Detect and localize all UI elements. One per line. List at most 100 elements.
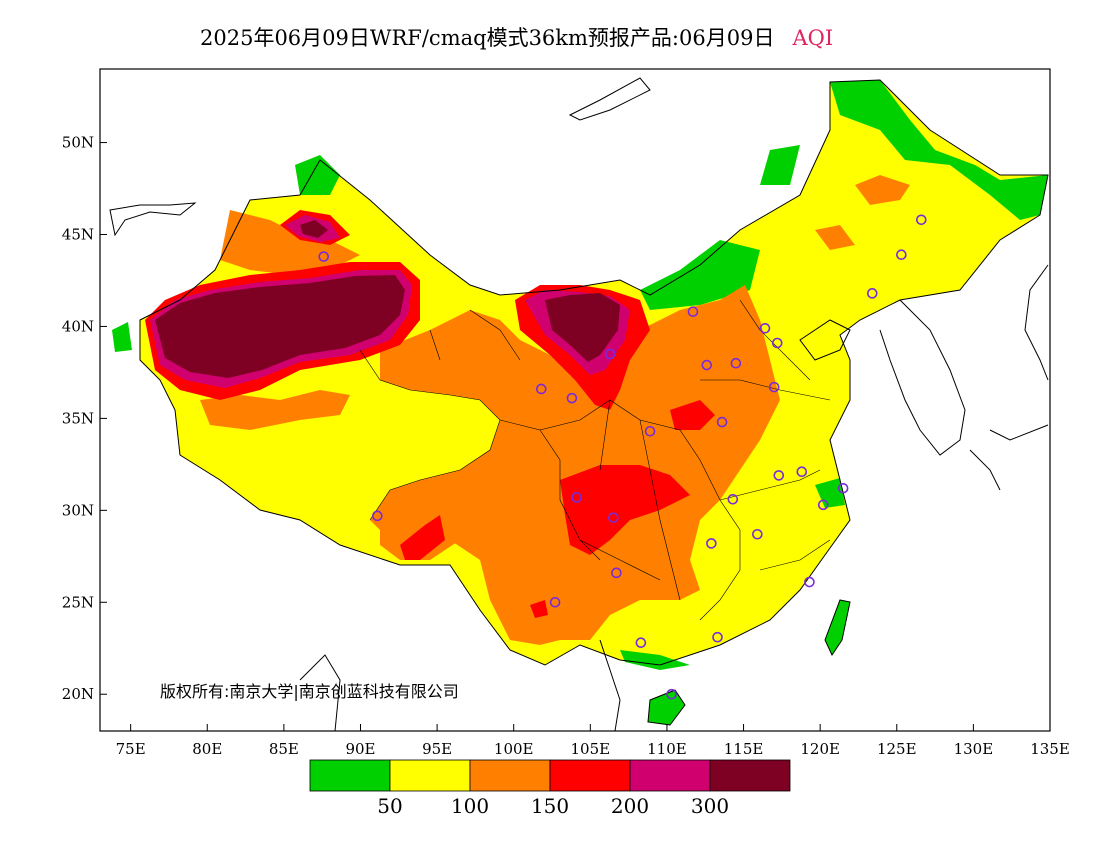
aqi-region-maroon-taklimakan xyxy=(155,275,405,378)
station-marker xyxy=(687,306,699,318)
lon-label: 95E xyxy=(422,740,452,758)
station-marker xyxy=(706,538,717,549)
station-marker xyxy=(759,322,771,334)
station-marker xyxy=(644,425,656,437)
lon-label: 135E xyxy=(1030,740,1070,758)
station-marker xyxy=(535,383,547,395)
station-marker xyxy=(635,637,647,649)
balkhash-coast xyxy=(109,202,197,237)
station-marker xyxy=(730,357,742,369)
longitude-axis: 75E 80E 85E 90E 95E 100E 105E 110E 115E 120E 125E 1… xyxy=(116,724,1070,758)
legend-threshold-label: 50 xyxy=(377,794,402,818)
lat-label: 40N xyxy=(62,317,94,335)
hainan-coast xyxy=(647,689,686,726)
map-title: 2025年06月09日WRF/cmaq模式36km预报产品:06月09日 AQI xyxy=(200,22,833,52)
lat-label: 45N xyxy=(62,226,94,244)
aqi-region-green-inner-mongolia xyxy=(640,240,760,310)
aqi-region-orange-central xyxy=(370,285,780,645)
aqi-region-green-ne2 xyxy=(760,145,800,185)
aqi-region-green-taiwan xyxy=(825,600,850,655)
aqi-region-red-yunnan xyxy=(530,600,548,618)
province-lines xyxy=(359,299,831,621)
legend-swatch xyxy=(549,759,631,792)
station-marker xyxy=(666,688,677,700)
station-marker xyxy=(611,567,622,579)
station-marker xyxy=(796,466,808,478)
latitude-axis: 50N 45N 40N 35N 30N 25N 20N xyxy=(62,134,107,703)
lon-label: 120E xyxy=(800,740,840,758)
vietnam-coast xyxy=(599,639,621,731)
lon-label: 75E xyxy=(116,740,146,758)
lon-label: 110E xyxy=(647,740,687,758)
station-marker xyxy=(817,499,829,511)
legend-swatch xyxy=(469,759,551,792)
station-marker xyxy=(866,288,878,299)
station-marker xyxy=(771,337,783,349)
station-marker xyxy=(604,348,616,360)
lat-label: 25N xyxy=(62,593,94,611)
aqi-region-red-huabei xyxy=(670,400,715,430)
legend-threshold-label: 100 xyxy=(451,794,489,818)
lon-label: 130E xyxy=(954,740,994,758)
station-marker xyxy=(716,416,728,428)
station-markers xyxy=(318,214,927,700)
station-marker xyxy=(727,493,739,505)
lon-label: 90E xyxy=(345,740,375,758)
lon-label: 125E xyxy=(877,740,917,758)
aqi-region-maroon-dzungaria xyxy=(300,220,328,238)
legend-swatch xyxy=(309,759,391,792)
korea-coast xyxy=(879,299,966,456)
station-marker xyxy=(608,512,619,523)
aqi-region-maroon-ordos xyxy=(545,293,620,362)
lat-label: 35N xyxy=(62,409,94,427)
legend-swatch xyxy=(389,759,471,792)
aqi-region-green-south xyxy=(620,650,690,670)
station-marker xyxy=(712,631,723,643)
title-variable: AQI xyxy=(792,26,834,50)
lat-label: 50N xyxy=(62,134,94,152)
lat-label: 30N xyxy=(62,501,94,519)
india-border xyxy=(299,654,341,731)
lon-label: 100E xyxy=(494,740,534,758)
japan-coast xyxy=(969,264,1049,491)
station-marker xyxy=(318,251,330,262)
lon-label: 80E xyxy=(192,740,222,758)
coastlines xyxy=(109,77,1049,731)
aqi-region-orange-ne1 xyxy=(855,175,910,205)
copyright-text: 版权所有:南京大学|南京创蓝科技有限公司 xyxy=(160,682,459,701)
station-marker xyxy=(566,392,578,404)
map-frame xyxy=(99,68,1051,732)
title-main: 2025年06月09日WRF/cmaq模式36km预报产品:06月09日 xyxy=(200,26,775,50)
aqi-legend: 50 100 150 200 300 xyxy=(309,759,791,818)
bohai-coast xyxy=(799,319,851,361)
aqi-region-orange-ne2 xyxy=(815,225,855,250)
aqi-region-orange-west xyxy=(200,390,350,430)
lon-label: 105E xyxy=(571,740,611,758)
taiwan-coast xyxy=(824,599,851,657)
station-marker xyxy=(549,596,561,608)
station-marker xyxy=(768,381,780,393)
station-marker xyxy=(915,214,927,226)
aqi-region-green-west xyxy=(112,322,132,352)
station-marker xyxy=(701,359,713,371)
legend-threshold-label: 300 xyxy=(691,794,729,818)
aqi-region-orange-nw xyxy=(220,210,360,275)
lake-baikal xyxy=(568,77,651,121)
aqi-region-red-sichuan xyxy=(560,465,690,555)
lat-label: 20N xyxy=(62,685,94,703)
legend-threshold-label: 200 xyxy=(611,794,649,818)
aqi-region-green-hainan xyxy=(648,690,685,725)
station-marker xyxy=(837,482,849,494)
aqi-field xyxy=(112,80,1048,725)
station-marker xyxy=(773,470,785,481)
lon-label: 115E xyxy=(724,740,764,758)
aqi-region-green-ne xyxy=(830,80,1048,220)
station-marker xyxy=(372,510,383,522)
legend-swatch xyxy=(709,759,791,792)
legend-threshold-label: 150 xyxy=(531,794,569,818)
china-border xyxy=(139,79,1049,666)
aqi-region-red-tibet xyxy=(400,515,445,560)
station-marker xyxy=(571,492,582,503)
station-marker xyxy=(752,528,763,540)
